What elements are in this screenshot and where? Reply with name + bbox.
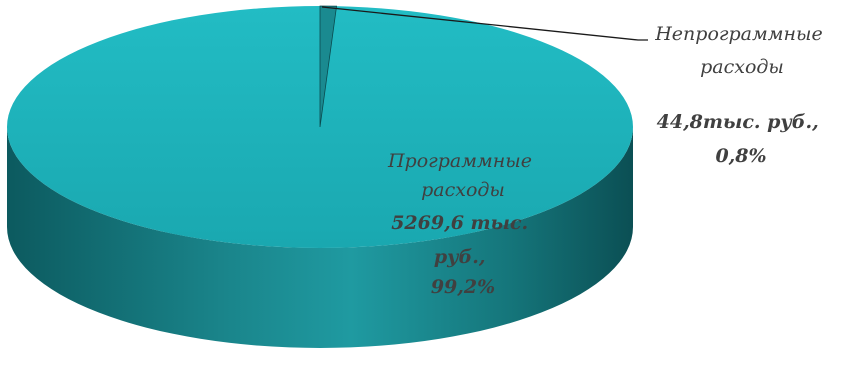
slice-value-neprogrammnye: 44,8тыс. руб., 0,8% (657, 111, 826, 167)
slice-value-line: 0,8% (715, 145, 766, 167)
slice-value-line: руб., (434, 246, 486, 268)
slice-label-line: Программные (387, 150, 532, 172)
slice-value-line: 99,2% (431, 276, 495, 298)
slice-value-line: 5269,6 тыс. (391, 212, 528, 234)
slice-value-line: 44,8тыс. руб., (657, 111, 819, 133)
slice-label-line: расходы (700, 56, 784, 78)
slice-label-line: Непрограммные (654, 23, 822, 45)
slice-label-line: расходы (421, 179, 505, 201)
slice-label-neprogrammnye: Непрограммные расходы (654, 23, 829, 78)
